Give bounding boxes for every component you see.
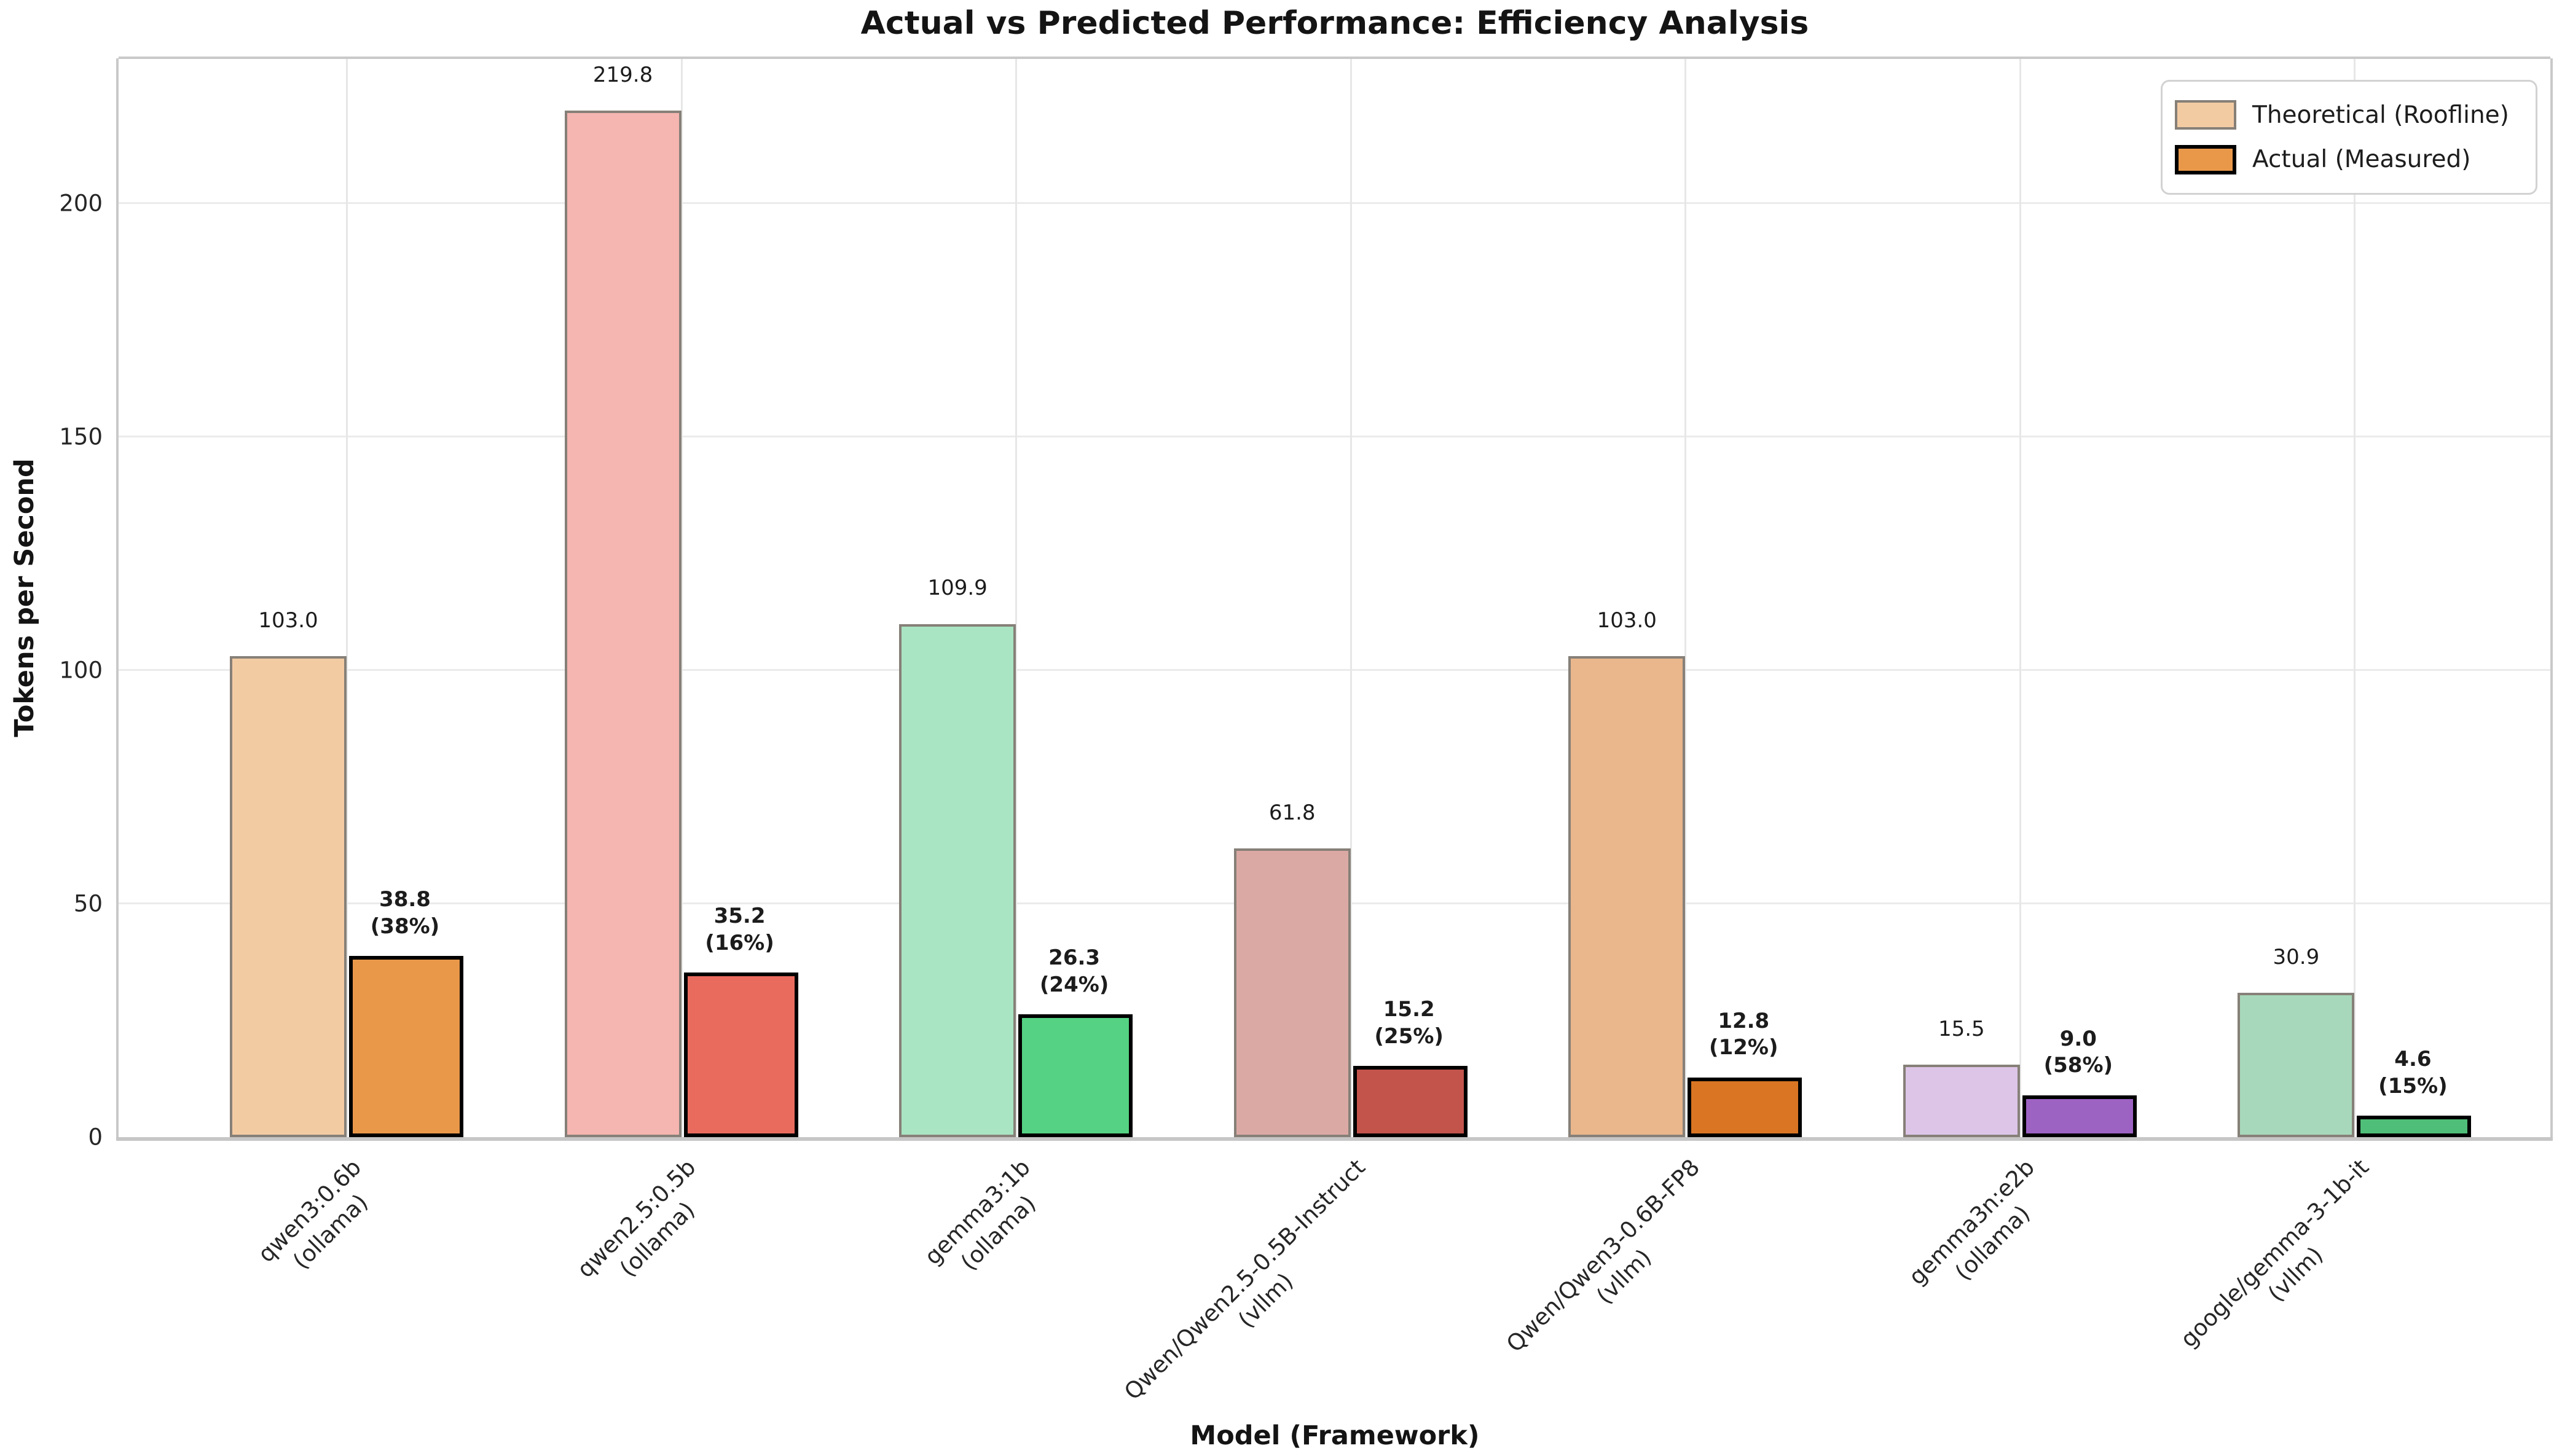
bar-theoretical <box>899 624 1016 1137</box>
legend-label-theoretical: Theoretical (Roofline) <box>2252 101 2509 129</box>
right-spine <box>2550 58 2553 1137</box>
x-gridline <box>680 58 683 1137</box>
x-tick-label: Qwen/Qwen3-0.6B-FP8 (vllm) <box>1501 1154 1705 1358</box>
legend-label-actual: Actual (Measured) <box>2252 146 2471 174</box>
legend-swatch-theoretical <box>2175 100 2236 130</box>
x-tick-label: Qwen/Qwen2.5-0.5B-Instruct (vllm) <box>1118 1154 1370 1406</box>
bar-value-label-theoretical: 30.9 <box>2273 944 2320 969</box>
x-tick-label: qwen2.5:0.5b (ollama) <box>572 1154 701 1283</box>
x-gridline <box>1684 58 1687 1137</box>
bar-value-label-actual: 35.2 (16%) <box>705 904 774 955</box>
bar-value-label-actual: 12.8 (12%) <box>1709 1008 1778 1060</box>
y-gridline <box>119 435 2550 437</box>
plot-area: 0 50 100 150 200 103.0 38.8 (38%) qwen3:0.6b (o… <box>59 57 2553 1405</box>
bar-value-label-theoretical: 103.0 <box>258 608 318 633</box>
bar-theoretical <box>1903 1065 2020 1137</box>
y-gridline <box>119 202 2550 204</box>
chart-title: Actual vs Predicted Performance: Efficie… <box>860 5 1809 42</box>
bar-actual <box>683 973 798 1137</box>
left-spine <box>116 58 119 1137</box>
y-axis-title: Tokens per Second <box>9 458 40 737</box>
x-gridline <box>2019 58 2021 1137</box>
bar-theoretical <box>1233 848 1351 1137</box>
y-tick-label: 200 <box>59 190 103 217</box>
bar-value-label-theoretical: 15.5 <box>1938 1016 1985 1041</box>
bar-value-label-theoretical: 219.8 <box>592 62 653 87</box>
x-gridline <box>2354 58 2356 1137</box>
bar-value-label-actual: 38.8 (38%) <box>370 887 440 939</box>
x-tick-label: qwen3:0.6b (ollama) <box>253 1154 373 1275</box>
bar-value-label-theoretical: 103.0 <box>1597 608 1657 633</box>
x-tick-label: gemma3:1b (ollama) <box>919 1154 1042 1276</box>
x-axis-line <box>116 1137 2553 1141</box>
bar-value-label-theoretical: 61.8 <box>1268 800 1316 825</box>
bar-actual <box>1688 1077 1802 1137</box>
bar-value-label-actual: 15.2 (25%) <box>1374 997 1444 1049</box>
top-spine <box>119 57 2550 59</box>
bar-value-label-actual: 26.3 (24%) <box>1039 945 1109 997</box>
y-tick-label: 150 <box>59 423 103 450</box>
y-tick-label: 0 <box>88 1124 103 1151</box>
bar-actual <box>1018 1014 1133 1137</box>
bar-actual <box>349 956 463 1137</box>
x-gridline <box>1015 58 1018 1137</box>
bar-theoretical <box>1568 656 1686 1137</box>
bar-actual <box>2357 1116 2472 1137</box>
bar-value-label-theoretical: 109.9 <box>927 576 988 601</box>
bar-value-label-actual: 9.0 (58%) <box>2043 1026 2113 1078</box>
bar-theoretical <box>230 656 347 1137</box>
y-gridline <box>119 668 2550 671</box>
bar-actual <box>1353 1066 1468 1137</box>
bar-actual <box>2022 1095 2137 1137</box>
x-gridline <box>1350 58 1352 1137</box>
x-axis-title: Model (Framework) <box>1190 1420 1480 1451</box>
y-tick-label: 50 <box>73 890 103 917</box>
bar-theoretical <box>2238 993 2355 1137</box>
x-tick-label: gemma3n:e2b (ollama) <box>1903 1154 2040 1290</box>
y-tick-label: 100 <box>59 657 103 684</box>
legend: Theoretical (Roofline) Actual (Measured) <box>2161 80 2537 195</box>
legend-entry-theoretical: Theoretical (Roofline) <box>2175 100 2523 130</box>
x-tick-label: google/gemma-3-1b-it (vllm) <box>2175 1154 2375 1353</box>
legend-swatch-actual <box>2175 144 2236 174</box>
bar-theoretical <box>564 111 682 1137</box>
legend-entry-actual: Actual (Measured) <box>2175 144 2523 174</box>
x-gridline <box>346 58 348 1137</box>
bar-value-label-actual: 4.6 (15%) <box>2378 1047 2448 1098</box>
